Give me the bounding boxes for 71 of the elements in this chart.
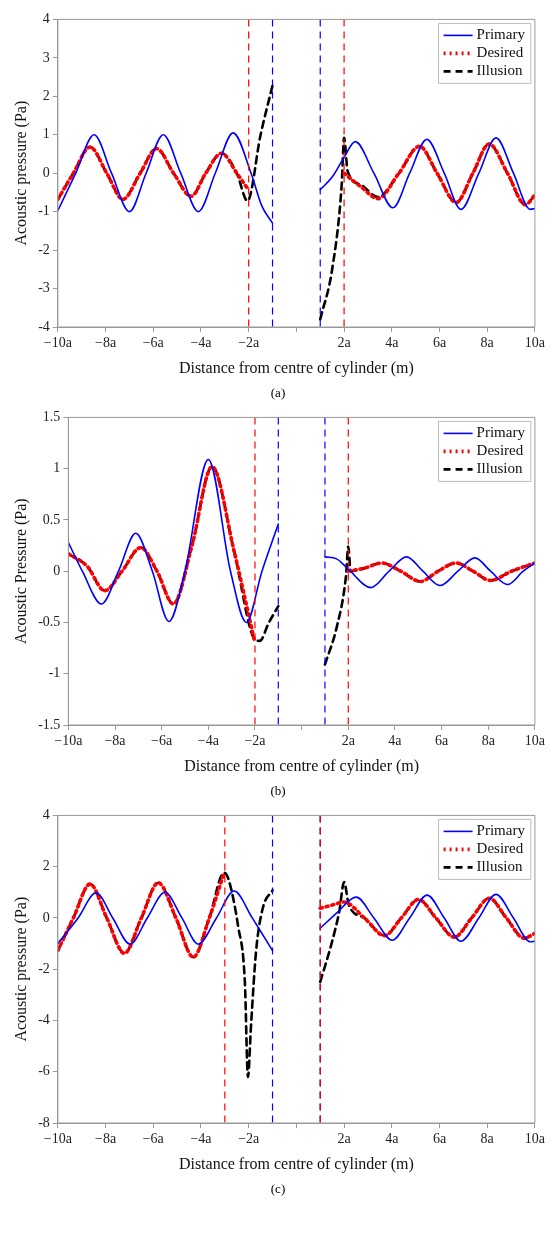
x-tick-label: 4a [385, 335, 400, 351]
x-tick-label: −8a [104, 733, 127, 749]
legend-label: Desired [476, 44, 524, 61]
y-axis-title: Acoustic pressure (Pa) [11, 896, 30, 1042]
y-tick-label: -4 [38, 1012, 50, 1028]
x-tick-label: 2a [337, 1131, 352, 1147]
y-tick-label: 2 [42, 858, 50, 874]
text: (a) [269, 384, 287, 402]
legend-label: Illusion [476, 858, 523, 875]
y-tick-label: -2 [38, 960, 50, 976]
legend-label: Primary [476, 424, 526, 441]
x-tick-label: 8a [480, 335, 495, 351]
x-tick-label: −2a [238, 1131, 261, 1147]
y-tick-label: 1 [42, 126, 50, 142]
y-tick-label: 0.5 [42, 511, 61, 527]
x-tick-label: −4a [190, 1131, 213, 1147]
y-tick-label: -3 [38, 280, 50, 296]
x-tick-label: 8a [480, 1131, 495, 1147]
y-tick-label: 0 [42, 909, 50, 925]
x-tick-label: −10a [43, 335, 73, 351]
x-tick-label: 2a [341, 733, 356, 749]
y-tick-label: -0.5 [38, 614, 61, 630]
y-tick-label: 4 [42, 11, 50, 27]
y-axis-title: Acoustic Pressure (Pa) [11, 498, 30, 645]
text: (c) [269, 1180, 287, 1198]
y-tick-label: -4 [38, 318, 50, 334]
x-axis-title: Distance from centre of cylinder (m) [178, 1154, 414, 1173]
x-tick-label: 4a [388, 733, 403, 749]
y-tick-label: 3 [42, 49, 50, 65]
x-axis-title: Distance from centre of cylinder (m) [178, 358, 414, 377]
x-tick-label: 10a [524, 1131, 546, 1147]
x-tick-label: −10a [54, 733, 84, 749]
x-tick-label: 6a [432, 1131, 447, 1147]
x-tick-label: −2a [238, 335, 261, 351]
x-tick-label: 8a [481, 733, 496, 749]
y-axis-title: Acoustic pressure (Pa) [11, 100, 30, 246]
x-tick-label: 6a [434, 733, 449, 749]
legend-label: Primary [476, 822, 526, 839]
x-tick-label: −6a [142, 1131, 165, 1147]
y-tick-label: -2 [38, 241, 50, 257]
legend-label: Illusion [476, 62, 523, 79]
x-tick-label: −4a [197, 733, 220, 749]
x-axis-title: Distance from centre of cylinder (m) [184, 756, 420, 775]
x-tick-label: 6a [432, 335, 447, 351]
x-tick-label: 10a [524, 335, 546, 351]
legend-label: Illusion [476, 460, 523, 477]
y-tick-label: -1.5 [38, 716, 61, 732]
legend-label: Desired [476, 442, 524, 459]
y-tick-label: 4 [42, 807, 50, 823]
y-tick-label: 1.5 [42, 409, 61, 425]
y-tick-label: -1 [38, 203, 50, 219]
x-tick-label: −6a [142, 335, 165, 351]
y-tick-label: -8 [38, 1114, 50, 1130]
x-tick-label: −6a [151, 733, 174, 749]
legend-label: Primary [476, 26, 526, 43]
x-tick-label: 10a [524, 733, 546, 749]
x-tick-label: −2a [244, 733, 267, 749]
x-tick-label: 2a [337, 335, 352, 351]
x-tick-label: −8a [95, 1131, 117, 1147]
x-tick-label: −4a [190, 335, 213, 351]
y-tick-label: 0 [53, 562, 61, 578]
y-tick-label: 2 [42, 87, 50, 103]
x-tick-label: 4a [385, 1131, 400, 1147]
x-tick-label: −10a [43, 1131, 73, 1147]
legend-label: Desired [476, 840, 524, 857]
x-tick-label: −8a [95, 335, 117, 351]
y-tick-label: -1 [48, 665, 61, 681]
y-tick-label: -6 [38, 1063, 50, 1079]
text: (b) [269, 782, 287, 800]
y-tick-label: 1 [53, 460, 61, 476]
y-tick-label: 0 [42, 164, 50, 180]
